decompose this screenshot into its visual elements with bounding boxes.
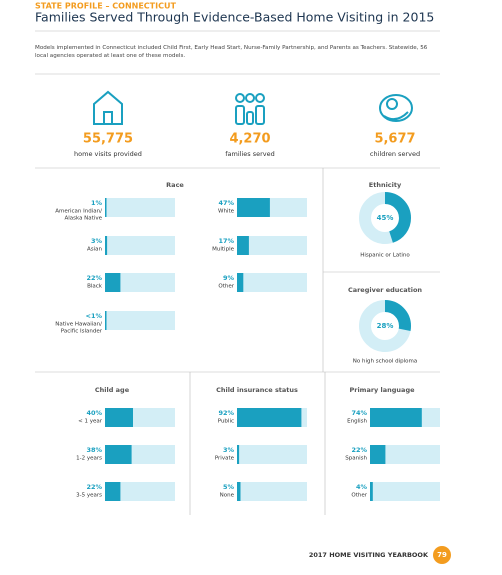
stat-label: children served	[370, 150, 420, 158]
stat-label: home visits provided	[74, 150, 142, 158]
bar	[237, 445, 240, 464]
bar-track	[237, 445, 307, 464]
item-label: 1-2 years	[76, 456, 102, 462]
item-label: None	[220, 493, 235, 499]
value-label: 92%	[218, 409, 234, 417]
item-label: Multiple	[212, 247, 234, 253]
bar	[105, 482, 121, 501]
value-label: 17%	[218, 237, 234, 245]
value-label: 22%	[86, 274, 102, 282]
value-label: 74%	[351, 409, 367, 417]
donut-label: Hispanic or Latino	[360, 253, 410, 259]
bar	[105, 445, 132, 464]
stat-value: 5,677	[374, 132, 415, 147]
value-label: 47%	[218, 199, 234, 207]
bar-track	[105, 482, 175, 501]
bar	[105, 408, 133, 427]
item-label: Black	[87, 284, 103, 290]
value-label: 5%	[223, 483, 235, 491]
section-title: Child insurance status	[216, 386, 298, 394]
dividers	[35, 30, 440, 515]
item-label: Public	[218, 419, 234, 425]
section-title: Race	[166, 181, 184, 189]
value-label: 9%	[223, 274, 235, 282]
donut-label: No high school diploma	[353, 359, 417, 365]
item-label: White	[218, 209, 235, 215]
value-label: 3%	[91, 237, 103, 245]
item-label: Pacific Islander	[61, 329, 103, 335]
section-title: Primary language	[349, 386, 415, 394]
bar-track	[105, 311, 175, 330]
donut-arc	[359, 300, 411, 352]
bar	[237, 273, 244, 292]
bar-track	[237, 482, 307, 501]
donut-value: 28%	[377, 322, 394, 330]
item-label: Spanish	[345, 456, 367, 462]
bar	[370, 482, 373, 501]
bar	[105, 311, 107, 330]
value-label: 38%	[86, 446, 102, 454]
bar-track	[237, 236, 307, 255]
footer-text: 2017 HOME VISITING YEARBOOK	[309, 551, 429, 559]
donut-value: 45%	[377, 214, 394, 222]
bar	[105, 273, 121, 292]
section-title: Caregiver education	[348, 286, 422, 294]
item-label: Native Hawaiian/	[55, 322, 102, 328]
bar	[105, 198, 107, 217]
value-label: 22%	[351, 446, 367, 454]
title: Families Served Through Evidence-Based H…	[35, 10, 434, 25]
item-label: Asian	[87, 247, 103, 253]
stat-value: 4,270	[229, 132, 270, 147]
bar	[237, 408, 302, 427]
bar-track	[105, 236, 175, 255]
item-label: American Indian/	[55, 209, 102, 215]
bar	[105, 236, 108, 255]
kicker: STATE PROFILE – CONNECTICUT	[35, 2, 176, 11]
stat-value: 55,775	[83, 132, 133, 147]
bar	[237, 198, 270, 217]
bar-track	[105, 273, 175, 292]
item-label: Alaska Native	[64, 216, 102, 222]
bar	[370, 445, 386, 464]
stat-label: families served	[225, 150, 275, 158]
bar-track	[370, 445, 440, 464]
value-label: 40%	[86, 409, 102, 417]
bar	[237, 482, 241, 501]
item-label: < 1 year	[78, 419, 103, 425]
intro: Models implemented in Connecticut includ…	[35, 45, 428, 59]
value-label: 4%	[356, 483, 368, 491]
bar	[237, 236, 249, 255]
item-label: Private	[215, 456, 235, 462]
bar-track	[370, 482, 440, 501]
item-label: Other	[351, 493, 367, 499]
item-label: Other	[218, 284, 234, 290]
donut-arc	[359, 192, 411, 244]
bar-track	[105, 198, 175, 217]
value-label: <1%	[86, 312, 103, 320]
bar-track	[237, 273, 307, 292]
page-number: 79	[437, 551, 447, 559]
value-label: 3%	[223, 446, 235, 454]
item-label: English	[347, 419, 367, 425]
value-label: 22%	[86, 483, 102, 491]
page-badge	[433, 546, 451, 564]
icons	[93, 90, 413, 125]
bar	[370, 408, 422, 427]
section-title: Child age	[95, 386, 130, 394]
value-label: 1%	[91, 199, 103, 207]
section-title: Ethnicity	[369, 181, 402, 189]
item-label: 3-5 years	[76, 493, 102, 499]
